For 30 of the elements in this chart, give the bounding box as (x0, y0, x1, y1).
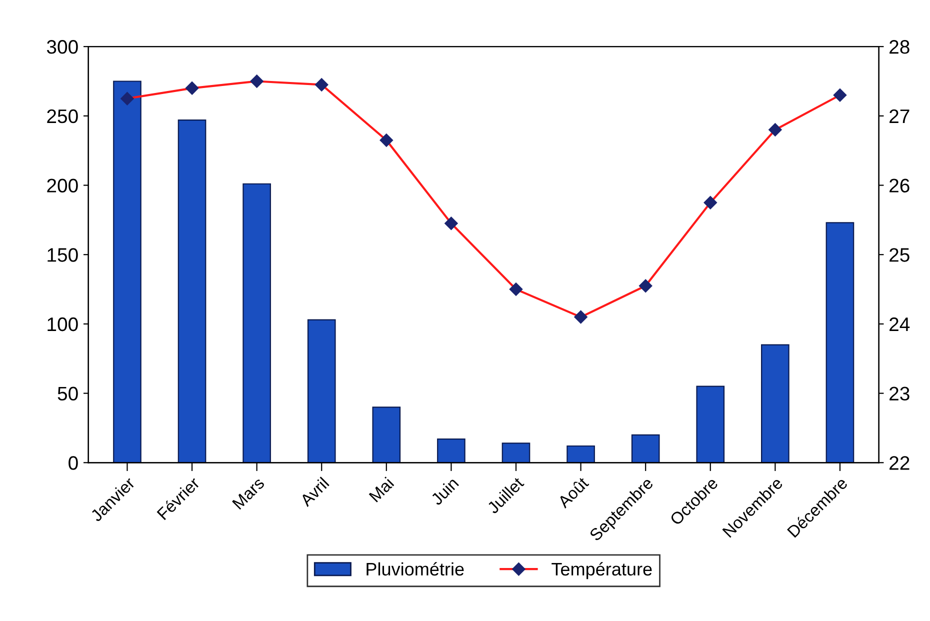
bar (502, 442, 530, 463)
y-tick-label: 150 (48, 248, 78, 262)
bar (242, 183, 271, 463)
bar (761, 344, 790, 463)
y2-tick-label: 27 (890, 109, 910, 123)
x-tick-label: Juin (430, 476, 460, 506)
y-tick-label: 300 (46, 40, 78, 54)
legend-label: Pluviométrie (366, 562, 464, 576)
bar (178, 120, 206, 463)
x-tick-label: Mai (368, 476, 394, 503)
bar (566, 445, 595, 463)
y-tick-label: 50 (58, 386, 78, 401)
y2-tick-label: 26 (890, 178, 910, 192)
y-tick-label: 250 (47, 109, 78, 124)
y-tick-label: 100 (48, 317, 78, 332)
y2-tick-label: 22 (890, 456, 910, 470)
bar (372, 406, 401, 463)
bar (307, 319, 336, 463)
y2-tick-label: 23 (890, 386, 910, 401)
y-tick-label: 200 (47, 178, 78, 192)
y-tick-label: 0 (68, 456, 78, 470)
bar (437, 438, 466, 463)
y2-tick-label: 25 (890, 248, 910, 262)
legend-label: Température (552, 562, 652, 580)
bar (631, 434, 660, 463)
y2-tick-label: 28 (890, 40, 910, 54)
bar (696, 386, 725, 463)
bar (113, 80, 142, 463)
y2-tick-label: 24 (890, 317, 910, 331)
bar (826, 222, 854, 463)
